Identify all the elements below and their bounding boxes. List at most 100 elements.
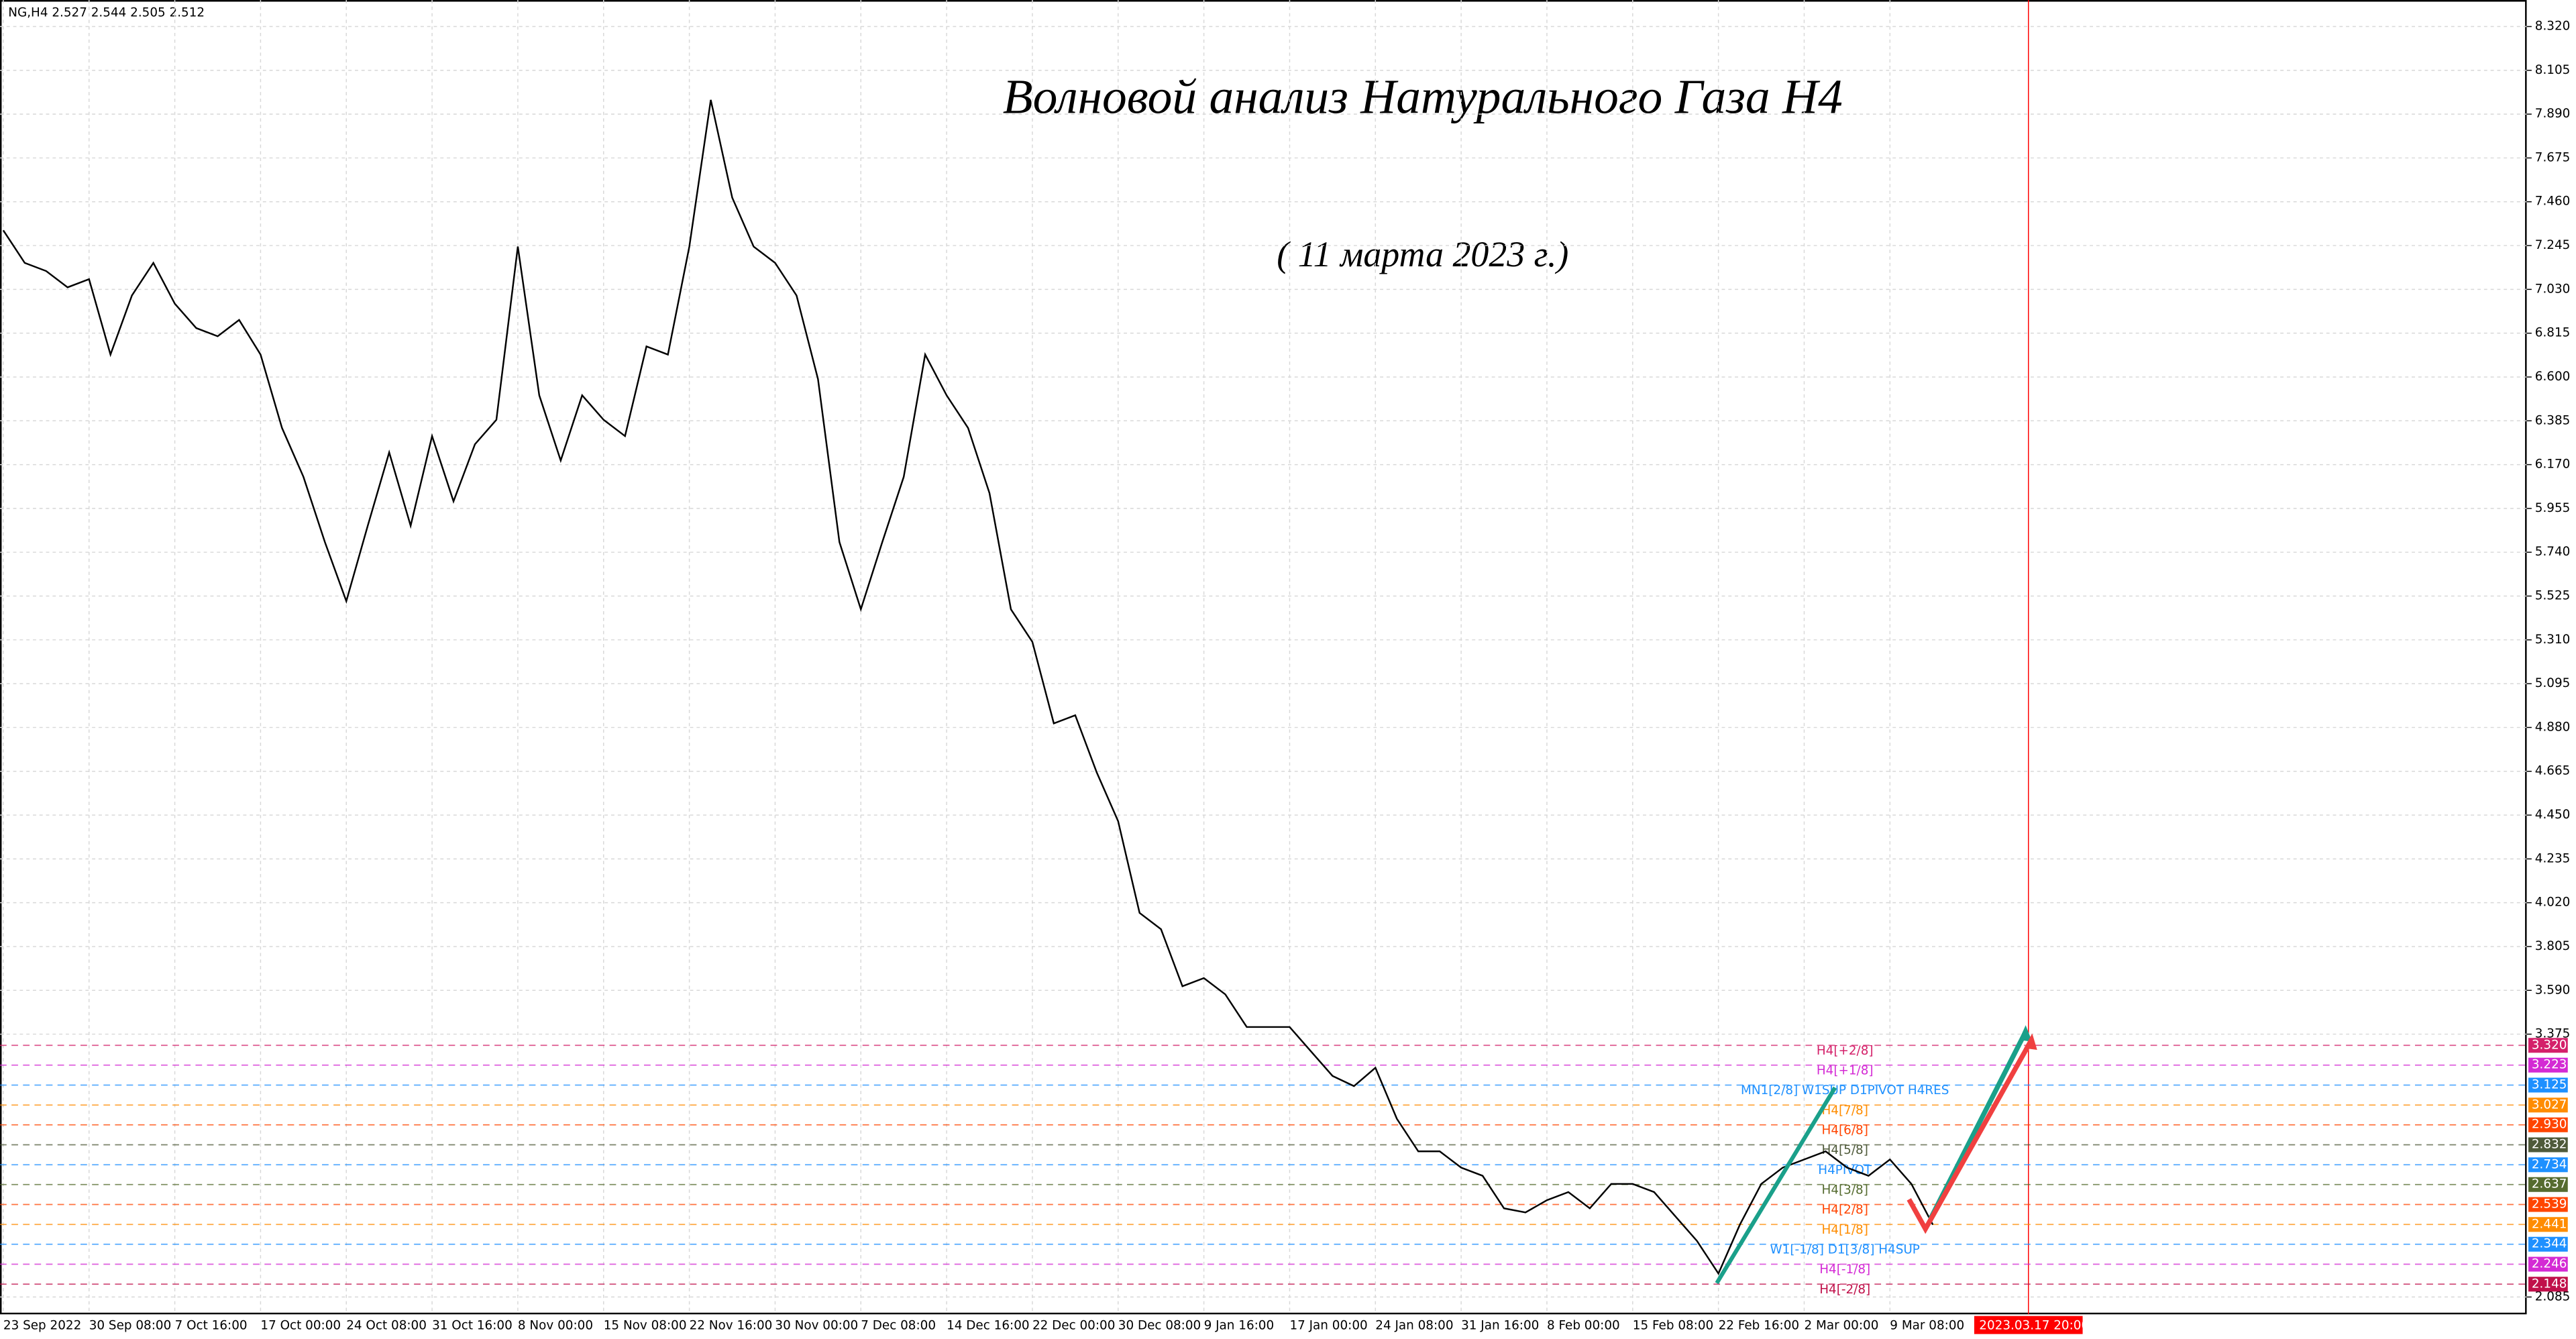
level-price-label: 2.148: [2532, 1277, 2567, 1291]
forecast-arrows: [1715, 1025, 2037, 1285]
level-price-label: 2.832: [2532, 1138, 2567, 1152]
x-tick-label: 31 Oct 16:00: [432, 1318, 513, 1332]
x-tick-label: 30 Nov 00:00: [775, 1318, 858, 1332]
y-tick-label: 7.890: [2535, 107, 2571, 121]
x-tick-label: 8 Nov 00:00: [518, 1318, 593, 1332]
chart-subtitle: ( 11 марта 2023 г.): [1277, 234, 1568, 274]
level-price-bg: [2528, 1057, 2568, 1073]
level-price-bg: [2528, 1117, 2568, 1132]
header: NG,H4 2.527 2.544 2.505 2.512: [8, 6, 205, 20]
arrow-head: [2024, 1033, 2037, 1050]
y-tick-label: 4.235: [2535, 851, 2571, 865]
level-label: H4[-2/8]: [1819, 1283, 1870, 1297]
y-tick-label: 6.600: [2535, 370, 2571, 384]
level-price-bg: [2528, 1177, 2568, 1192]
y-tick-label: 3.375: [2535, 1027, 2571, 1041]
y-tick-label: 3.805: [2535, 939, 2571, 953]
level-label: H4[1/8]: [1822, 1223, 1868, 1237]
x-tick-label: 14 Dec 16:00: [947, 1318, 1029, 1332]
x-tick-label: 22 Dec 00:00: [1032, 1318, 1115, 1332]
level-label: H4[2/8]: [1822, 1203, 1868, 1217]
y-tick-label: 5.955: [2535, 501, 2571, 515]
y-tick-label: 8.105: [2535, 63, 2571, 77]
x-tick-label: 31 Jan 16:00: [1461, 1318, 1539, 1332]
level-price-bg: [2528, 1157, 2568, 1173]
level-price-label: 3.027: [2532, 1097, 2567, 1112]
level-label: H4[3/8]: [1822, 1183, 1868, 1197]
level-price-bg: [2528, 1077, 2568, 1093]
x-tick-label: 8 Feb 00:00: [1547, 1318, 1620, 1332]
level-price-bg: [2528, 1197, 2568, 1212]
x-tick-label: 7 Oct 16:00: [175, 1318, 248, 1332]
forecast-up-red: [1907, 1040, 2033, 1234]
x-tick-label: 24 Oct 08:00: [346, 1318, 427, 1332]
level-price-bg: [2528, 1038, 2568, 1053]
level-label: H4[+2/8]: [1817, 1044, 1874, 1058]
axes: 8.320 8.105 7.890 7.675 7.460 7.245 7.030 6.815…: [3, 19, 2570, 1334]
x-tick-label: 17 Jan 00:00: [1289, 1318, 1367, 1332]
series: [2, 99, 1934, 1276]
level-price-label: 2.344: [2532, 1237, 2567, 1251]
x-tick-label: 23 Sep 2022: [3, 1318, 81, 1332]
level-label: H4[+1/8]: [1817, 1063, 1874, 1077]
level-label: H4[5/8]: [1822, 1143, 1868, 1157]
level-price-bg: [2528, 1256, 2568, 1272]
x-tick-label: 22 Feb 16:00: [1719, 1318, 1799, 1332]
y-tick-label: 4.665: [2535, 764, 2571, 778]
level-price-label: 2.539: [2532, 1197, 2567, 1212]
y-tick-label: 5.095: [2535, 676, 2571, 690]
y-tick-label: 4.450: [2535, 808, 2571, 822]
y-tick-label: 5.740: [2535, 545, 2571, 559]
chart-title: Волновой анализ Натурального Газа H4: [1003, 70, 1843, 124]
y-tick-label: 3.590: [2535, 983, 2571, 997]
x-tick-label: 9 Jan 16:00: [1204, 1318, 1275, 1332]
level-price-label: 3.223: [2532, 1058, 2567, 1072]
wave-line: [1715, 1086, 1837, 1285]
level-price-label: 2.246: [2532, 1257, 2567, 1271]
y-tick-label: 7.460: [2535, 195, 2571, 209]
y-tick-label: 7.030: [2535, 282, 2571, 296]
x-tick-label: 7 Dec 08:00: [861, 1318, 936, 1332]
level-price-label: 2.441: [2532, 1217, 2567, 1231]
plot-frame: [0, 0, 2527, 1315]
x-tick-label: 2 Mar 00:00: [1804, 1318, 1878, 1332]
y-tick-label: 4.020: [2535, 896, 2571, 910]
level-label: H4[-1/8]: [1819, 1263, 1870, 1277]
y-tick-label: 4.880: [2535, 720, 2571, 734]
level-label: MN1[2/8] W1SUP D1PIVOT H4RES: [1741, 1083, 1949, 1097]
x-tick-label: 24 Jan 08:00: [1375, 1318, 1453, 1332]
level-label: H4[7/8]: [1822, 1104, 1868, 1118]
level-price-bg: [2528, 1236, 2568, 1252]
level-price-label: 2.930: [2532, 1118, 2567, 1132]
level-price-bg: [2528, 1137, 2568, 1153]
level-label: H4PIVOT: [1818, 1163, 1872, 1177]
level-price-label: 2.734: [2532, 1157, 2567, 1171]
level-price-label: 3.125: [2532, 1078, 2567, 1092]
price-line: [2, 99, 1934, 1276]
y-tick-label: 6.385: [2535, 413, 2571, 427]
y-tick-label: 2.085: [2535, 1289, 2571, 1303]
level-price-bg: [2528, 1217, 2568, 1232]
y-tick-label: 7.675: [2535, 150, 2571, 164]
y-tick-label: 8.320: [2535, 19, 2571, 34]
level-price-bg: [2528, 1097, 2568, 1113]
cursor-label: 2023.03.17 20:00: [1979, 1318, 2089, 1332]
y-tick-label: 6.815: [2535, 326, 2571, 340]
x-tick-label: 15 Feb 08:00: [1633, 1318, 1713, 1332]
level-label: W1[-1/8] D1[3/8] H4SUP: [1770, 1242, 1920, 1256]
y-tick-label: 5.525: [2535, 589, 2571, 603]
level-label: H4[6/8]: [1822, 1123, 1868, 1137]
x-tick-label: 17 Oct 00:00: [260, 1318, 341, 1332]
cursor-label-bg: [1974, 1316, 2083, 1334]
x-tick-label: 9 Mar 08:00: [1890, 1318, 1964, 1332]
y-tick-label: 6.170: [2535, 458, 2571, 472]
level-price-label: 3.320: [2532, 1038, 2567, 1052]
x-tick-label: 22 Nov 16:00: [690, 1318, 773, 1332]
x-tick-label: 15 Nov 08:00: [604, 1318, 687, 1332]
level-price-bg: [2528, 1277, 2568, 1292]
levels: H4[+2/8] H4[+1/8] MN1[2/8] W1SUP D1PIVOT H…: [0, 1044, 2527, 1297]
level-price-label: 2.637: [2532, 1177, 2567, 1191]
grid: [0, 0, 2527, 1315]
